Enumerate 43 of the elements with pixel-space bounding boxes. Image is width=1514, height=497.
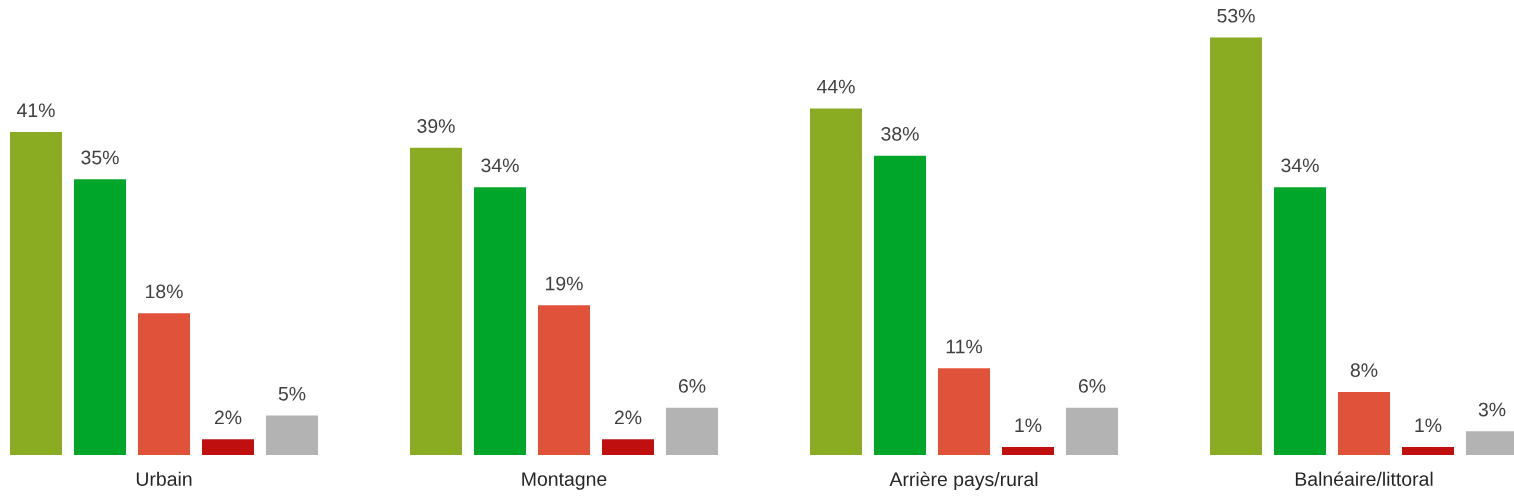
data-label: 1%	[1415, 418, 1442, 433]
data-label: 53%	[1217, 8, 1255, 23]
x-tick-label: Urbain	[136, 471, 192, 486]
data-label: 18%	[146, 284, 183, 299]
data-label: 6%	[678, 379, 706, 393]
bar	[1002, 447, 1054, 455]
data-label: 34%	[481, 158, 519, 173]
bar	[666, 407, 718, 455]
data-label: 11%	[946, 339, 983, 354]
bar	[1066, 407, 1118, 455]
data-label: 2%	[214, 410, 242, 425]
bar	[874, 155, 926, 455]
data-label: 2%	[614, 410, 642, 425]
bar	[138, 313, 190, 455]
bar	[1402, 447, 1454, 455]
data-label: 19%	[546, 276, 583, 291]
x-tick-label: Balnéaire/littoral	[1295, 471, 1433, 486]
bar	[810, 108, 862, 455]
bar	[1274, 187, 1326, 455]
bar	[938, 368, 990, 455]
data-label: 1%	[1015, 418, 1042, 433]
data-label: 41%	[16, 103, 55, 118]
data-label: 35%	[81, 150, 119, 165]
bar	[1210, 37, 1262, 455]
bar	[10, 132, 62, 455]
data-label: 38%	[881, 126, 919, 141]
data-label: 5%	[278, 386, 306, 401]
data-label: 44%	[816, 79, 855, 94]
x-tick-label: Montagne	[522, 472, 607, 490]
bar	[1338, 391, 1390, 455]
data-label: 8%	[1350, 363, 1378, 378]
bar	[602, 439, 654, 455]
bar	[202, 439, 254, 455]
data-label: 3%	[1478, 402, 1506, 417]
data-label: 6%	[1078, 379, 1106, 393]
bar	[410, 147, 462, 455]
x-tick-label: Arrière pays/rural	[889, 471, 1038, 491]
bar	[538, 305, 590, 455]
bar	[266, 415, 318, 455]
bar	[74, 179, 126, 455]
data-label: 34%	[1281, 158, 1319, 173]
bar	[474, 187, 526, 455]
data-label: 39%	[417, 119, 455, 133]
